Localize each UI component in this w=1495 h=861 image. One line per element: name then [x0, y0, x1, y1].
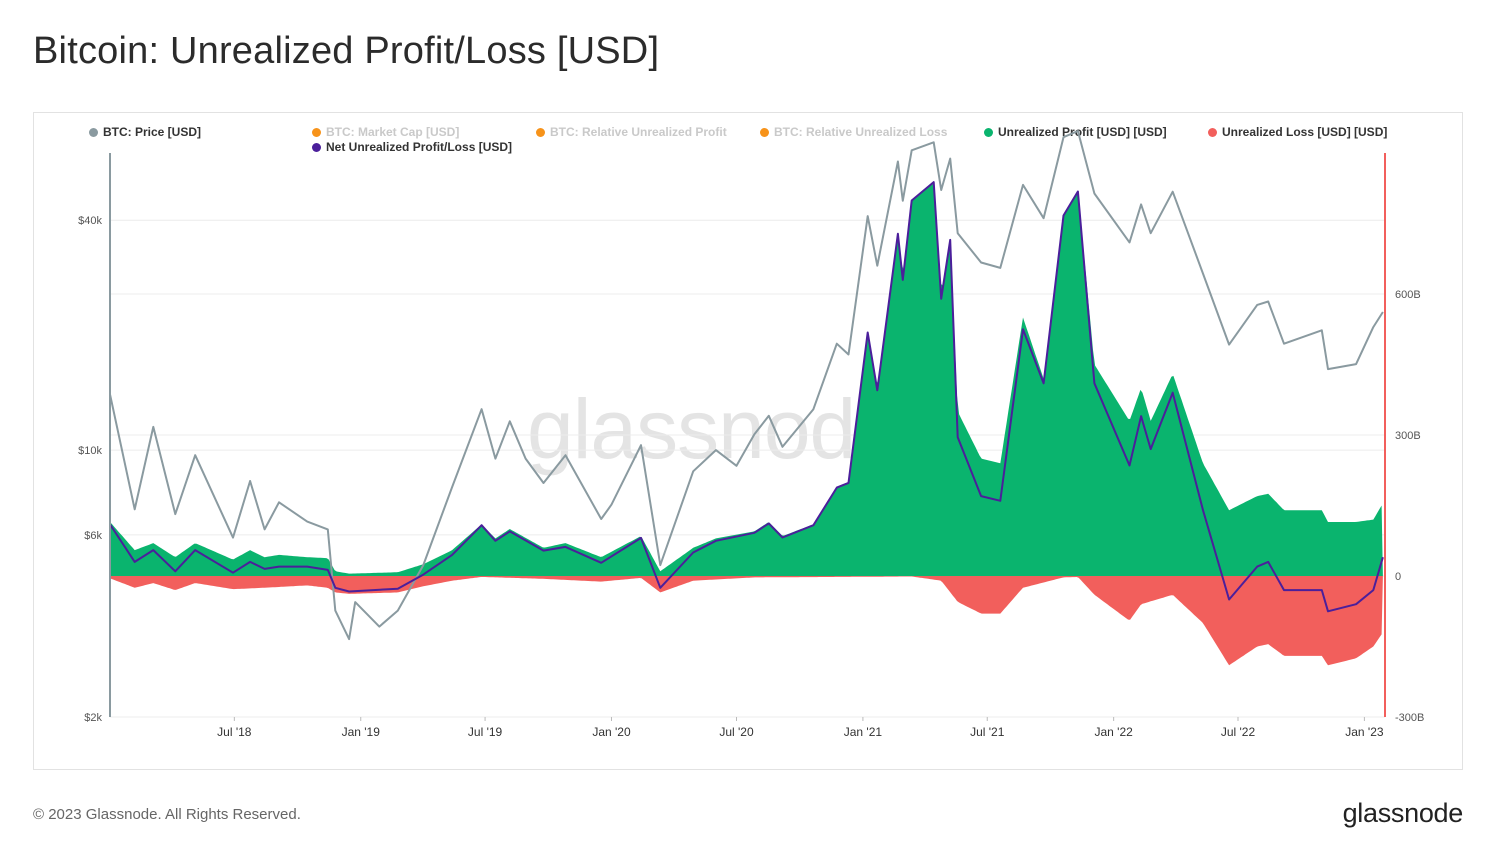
- x-axis-tick-label: Jul '19: [468, 725, 503, 739]
- legend-item[interactable]: BTC: Relative Unrealized Profit: [536, 125, 727, 139]
- legend-item[interactable]: BTC: Market Cap [USD]: [312, 125, 459, 139]
- left-axis-tick-label: $6k: [84, 530, 102, 542]
- legend-item[interactable]: Net Unrealized Profit/Loss [USD]: [312, 140, 512, 154]
- x-axis-tick-label: Jan '21: [844, 725, 883, 739]
- legend-marker: [536, 127, 545, 137]
- legend-label: BTC: Relative Unrealized Loss: [774, 125, 948, 139]
- legend-marker: [312, 127, 321, 137]
- copyright-text: © 2023 Glassnode. All Rights Reserved.: [33, 806, 301, 823]
- legend-marker: [312, 142, 321, 152]
- left-axis-tick-label: $40k: [78, 215, 102, 227]
- legend-label: BTC: Price [USD]: [103, 125, 202, 139]
- legend-label: BTC: Market Cap [USD]: [326, 125, 460, 139]
- right-axis-tick-label: 0: [1395, 571, 1401, 583]
- chart-container: BTC: Price [USD] BTC: Market Cap [USD] BTC…: [33, 112, 1463, 770]
- right-axis-tick-label: -300B: [1395, 712, 1424, 724]
- legend-marker: [89, 127, 98, 137]
- page-title: Bitcoin: Unrealized Profit/Loss [USD]: [33, 30, 660, 72]
- legend-marker: [984, 127, 993, 137]
- legend-item[interactable]: Unrealized Loss [USD] [USD]: [1208, 125, 1387, 139]
- legend-label: Unrealized Loss [USD] [USD]: [1222, 125, 1388, 139]
- legend-item[interactable]: BTC: Relative Unrealized Loss: [760, 125, 947, 139]
- legend-item[interactable]: BTC: Price [USD]: [89, 125, 201, 139]
- legend-item[interactable]: Unrealized Profit [USD] [USD]: [984, 125, 1167, 139]
- legend-label: Unrealized Profit [USD] [USD]: [998, 125, 1167, 139]
- left-axis-tick-label: $2k: [84, 712, 102, 724]
- x-axis-tick-label: Jan '23: [1345, 725, 1384, 739]
- legend-label: Net Unrealized Profit/Loss [USD]: [326, 140, 513, 154]
- x-axis-tick-label: Jul '20: [719, 725, 754, 739]
- x-axis-tick-label: Jan '20: [592, 725, 631, 739]
- left-axis-tick-label: $10k: [78, 445, 102, 457]
- watermark: glassnode: [527, 382, 902, 476]
- net-unrealized-line: [109, 181, 1384, 613]
- x-axis-tick-label: Jul '18: [217, 725, 252, 739]
- legend-marker: [760, 127, 769, 137]
- legend-marker: [1208, 127, 1217, 137]
- x-axis-tick-label: Jan '22: [1094, 725, 1133, 739]
- legend-label: BTC: Relative Unrealized Profit: [550, 125, 727, 139]
- right-axis-tick-label: 600B: [1395, 289, 1421, 301]
- btc-price-line: [109, 130, 1384, 641]
- unrealized-profit-area: [110, 182, 1383, 576]
- brand-logo[interactable]: glassnode: [1342, 798, 1464, 828]
- x-axis-tick-label: Jan '19: [342, 725, 381, 739]
- right-axis-tick-label: 300B: [1395, 430, 1421, 442]
- x-axis-tick-label: Jul '22: [1221, 725, 1256, 739]
- unrealized-loss-area: [110, 576, 1383, 666]
- chart-plot[interactable]: $2k $6k $10k $40k -300B 0 300B 600B Jul '18 Jan '…: [34, 113, 1462, 769]
- x-axis-tick-label: Jul '21: [970, 725, 1005, 739]
